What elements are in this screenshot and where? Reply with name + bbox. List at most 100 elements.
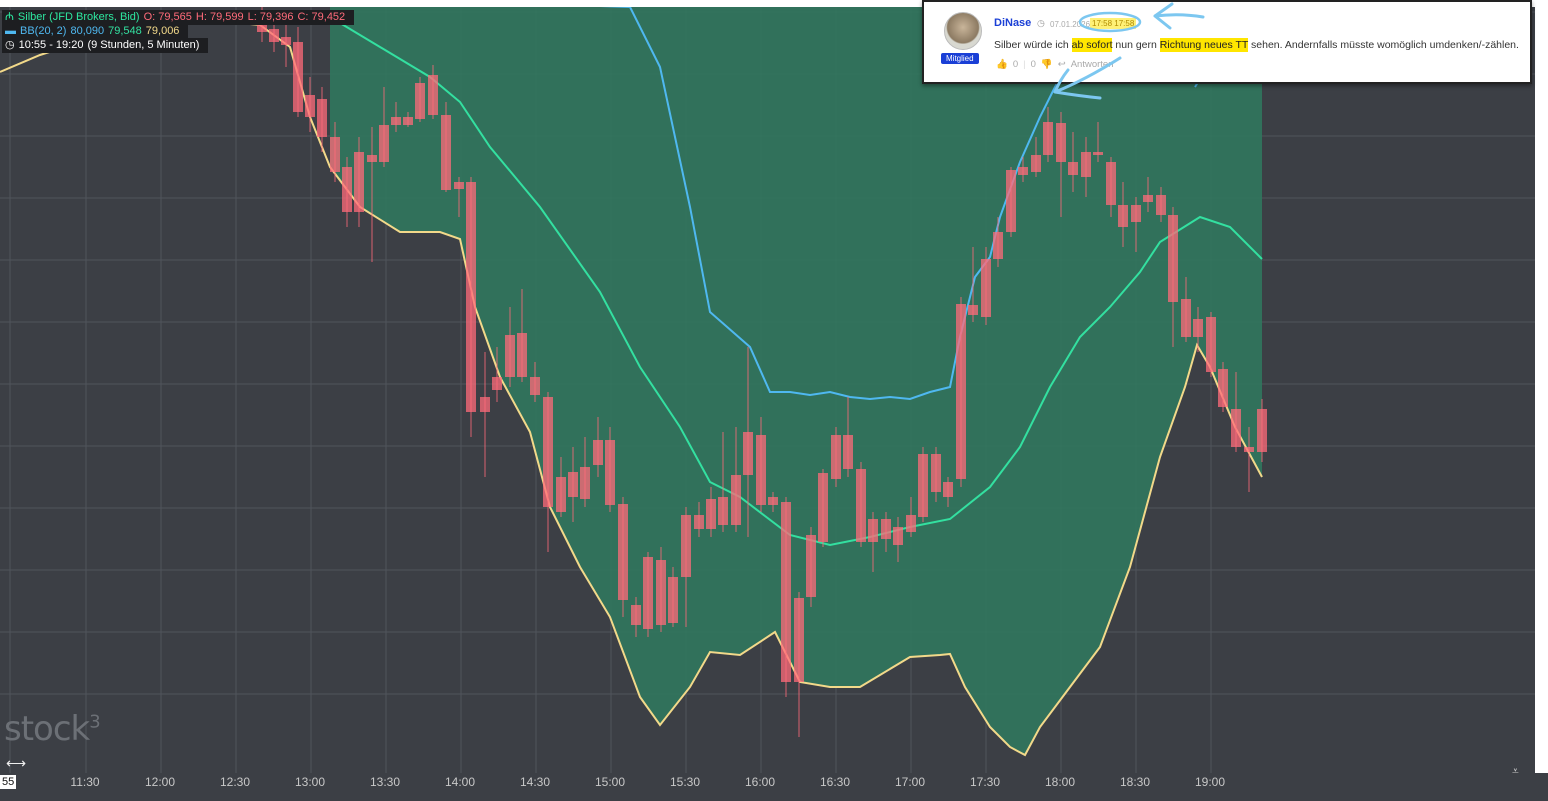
candle-bear [367,155,377,162]
candle-bear [454,182,464,189]
clock-icon: ◷ [1037,18,1045,28]
candle-bear [492,377,502,390]
x-tick-label: 16:30 [819,775,851,789]
candle-bear [881,519,891,539]
candle-bear [530,377,540,395]
candle-bear [618,504,628,600]
candle-bear [743,432,753,475]
candle-bear [731,475,741,525]
candle-bear [305,95,315,117]
clock-icon: ◷ [5,39,15,51]
x-tick-label: 14:00 [444,775,476,789]
right-margin [1535,7,1548,773]
bollinger-band-fill [330,7,1262,755]
candle-bear [568,472,578,497]
candle-bear [806,535,816,597]
x-tick-label: 13:00 [294,775,326,789]
comment-username[interactable]: DiNase [994,17,1032,29]
x-tick-label: 12:30 [219,775,251,789]
candle-bear [1231,409,1241,447]
candle-bear [1118,205,1128,227]
candle-bear [993,232,1003,259]
x-tick-label: 13:30 [369,775,401,789]
x-tick-label: 12:00 [144,775,176,789]
scroll-down-icon[interactable]: ⩡ [1512,764,1519,773]
time-axis[interactable]: 11:30 12:00 12:30 13:00 13:30 14:00 14:30 15:00… [0,773,1548,801]
comment-card: Mitglied DiNase ◷ 07.01.2026 17:58 17:58… [922,0,1532,84]
candle-bear [1068,162,1078,175]
candle-bear [354,152,364,212]
candle-bear [517,333,527,377]
avatar[interactable] [944,12,982,50]
x-tick-label: 18:00 [1044,775,1076,789]
candle-bear [1257,409,1267,452]
candle-bear [681,515,691,577]
reply-button[interactable]: Antworten [1070,59,1114,70]
resize-icon[interactable]: ⟷ [6,755,27,771]
low-value: L: 79,396 [247,11,294,23]
watermark-logo: stock3 [4,709,101,749]
bb-line-icon: ▬ [5,25,16,37]
candle-bear [330,137,340,172]
open-value: O: 79,565 [143,11,192,23]
candle-bear [981,259,991,317]
time-range: 10:55 - 19:20 [18,39,84,51]
ohlc-legend: ₼ Silber (JFD Brokers, Bid) O: 79,565 H: 79… [2,10,355,25]
x-tick-label: 15:30 [669,775,701,789]
candle-bear [480,397,490,412]
candle-bear [1143,195,1153,202]
price-chart[interactable] [0,7,1535,773]
candle-bear [694,515,704,529]
candle-bear [441,115,451,190]
comment-actions: 👍 0 | 0 👎 ↩ Antworten [996,59,1114,70]
x-tick-label: 14:30 [519,775,551,789]
candle-bear [317,99,327,137]
bb-mid-line [329,16,1263,547]
candle-bear [1131,205,1141,222]
candle-bear [1244,447,1254,452]
candle-bear [906,515,916,532]
candle-bear [466,182,476,412]
thumbs-down-icon[interactable]: 👎 [1040,59,1053,70]
comment-text: Silber würde ich ab sofort nun gern Rich… [994,38,1519,52]
x-tick-label: 15:00 [594,775,626,789]
comment-time: 17:58 17:58 [1090,18,1137,29]
candle-bear [403,117,413,125]
comment-text-part: sehen. Andernfalls müsste womöglich umde… [1248,39,1519,51]
candle-bear [1206,317,1216,372]
candle-bear [818,473,828,542]
thumbs-up-icon[interactable]: 👍 [996,59,1008,70]
candle-bear [391,117,401,125]
candle-bear [1006,170,1016,232]
bb-upper-value: 80,090 [70,25,105,37]
candle-bear [281,37,291,45]
bb-legend: ▬ BB(20, 2) 80,090 79,548 79,006 [2,24,189,39]
reply-icon[interactable]: ↩ [1057,59,1066,70]
candle-bear [956,304,966,479]
candle-bear [415,83,425,119]
candle-bear [1093,152,1103,155]
dislike-count: 0 [1030,59,1036,70]
like-count: 0 [1012,59,1019,70]
candle-bear [781,502,791,682]
x-tick-label: 18:30 [1119,775,1151,789]
candle-bear [293,42,303,112]
candle-bear [556,477,566,512]
candle-bear [593,440,603,465]
bb-label: BB(20, 2) [20,25,67,37]
candle-bear [505,335,515,377]
close-value: C: 79,452 [297,11,346,23]
candle-bear [631,605,641,625]
chart-area[interactable]: ₼ Silber (JFD Brokers, Bid) O: 79,565 H: 79… [0,7,1535,773]
highlighted-text: ab sofort [1071,38,1113,52]
comment-text-part: nun gern [1112,39,1160,51]
candle-bear [1043,122,1053,155]
x-tick-label: 11:30 [70,775,100,789]
candle-bear [656,560,666,625]
candle-bear [1156,195,1166,215]
candle-bear [643,557,653,629]
comment-text-part: Silber würde ich [994,39,1072,51]
candle-bear [1031,155,1041,172]
axis-corner-label: 55 [0,775,17,789]
candle-bear [868,519,878,542]
